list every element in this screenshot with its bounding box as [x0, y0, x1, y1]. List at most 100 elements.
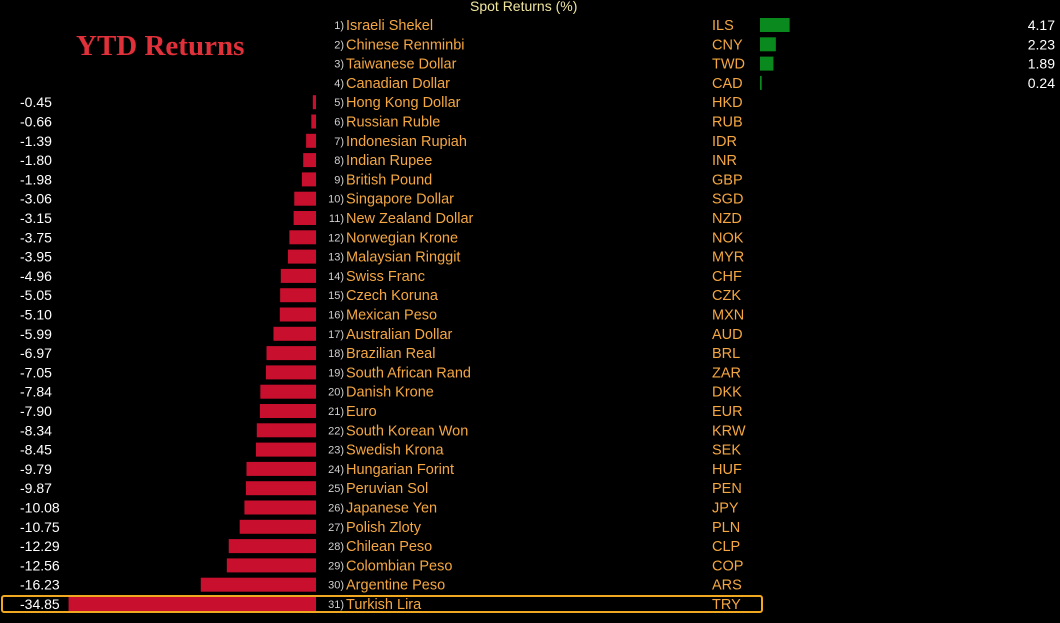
column-header: Spot Returns (%): [470, 0, 578, 14]
currency-name: Japanese Yen: [346, 501, 437, 517]
value-label: -7.90: [20, 403, 52, 419]
bar-pln: [239, 519, 316, 534]
currency-code: MXN: [712, 308, 744, 324]
bar-eur: [259, 404, 316, 418]
bar-clp: [228, 539, 316, 554]
currency-name: Turkish Lira: [346, 597, 422, 613]
value-label: -9.87: [20, 480, 52, 496]
currency-name: Argentine Peso: [346, 578, 445, 594]
currency-code: IDR: [712, 134, 737, 150]
chart-title: YTD Returns: [76, 30, 245, 62]
currency-name: Singapore Dollar: [346, 192, 454, 208]
currency-name: Indian Rupee: [346, 153, 432, 169]
value-label: -0.66: [20, 114, 52, 130]
currency-code: RUB: [712, 115, 743, 131]
value-label: -16.23: [20, 577, 60, 593]
currency-code: DKK: [712, 385, 742, 401]
rank-number: 26): [328, 503, 344, 515]
currency-name: Malaysian Ringgit: [346, 250, 460, 266]
rank-number: 1): [334, 20, 344, 32]
currency-code: EUR: [712, 404, 743, 420]
currency-name: Euro: [346, 404, 377, 420]
value-label: -12.56: [20, 557, 60, 573]
currency-code: BRL: [712, 346, 740, 362]
bar-myr: [287, 249, 316, 264]
value-label: -3.06: [20, 191, 52, 207]
rank-number: 29): [328, 560, 344, 572]
bar-krw: [256, 423, 316, 438]
bar-ils: [760, 18, 790, 32]
currency-code: HUF: [712, 462, 742, 478]
value-label: -3.15: [20, 210, 52, 226]
value-label: -9.79: [20, 461, 52, 477]
currency-code: SEK: [712, 443, 741, 459]
currency-name: British Pound: [346, 172, 432, 188]
value-label: -34.85: [20, 596, 60, 612]
rank-number: 19): [328, 367, 344, 379]
currency-code: TRY: [712, 597, 741, 613]
value-label: -3.95: [20, 249, 52, 265]
currency-name: Chilean Peso: [346, 539, 432, 555]
bar-idr: [306, 133, 316, 148]
currency-name: Taiwanese Dollar: [346, 57, 457, 73]
rank-number: 12): [328, 232, 344, 244]
highlight-box: [1, 595, 763, 613]
currency-code: ARS: [712, 578, 742, 594]
bar-inr: [303, 153, 316, 168]
rank-number: 22): [328, 425, 344, 437]
rank-number: 8): [334, 155, 344, 167]
rank-number: 17): [328, 329, 344, 341]
currency-name: Chinese Renminbi: [346, 37, 464, 53]
bar-hkd: [312, 95, 316, 110]
value-label: 1.89: [1028, 56, 1055, 72]
currency-code: JPY: [712, 501, 739, 517]
value-label: -7.84: [20, 384, 52, 400]
value-label: -10.75: [20, 519, 60, 535]
bar-zar: [265, 365, 316, 380]
currency-name: Canadian Dollar: [346, 76, 450, 92]
currency-code: TWD: [712, 57, 745, 73]
rank-number: 24): [328, 464, 344, 476]
currency-code: INR: [712, 153, 737, 169]
rank-number: 4): [334, 78, 344, 90]
currency-name: South African Rand: [346, 365, 471, 381]
currency-code: PEN: [712, 481, 742, 497]
currency-name: Norwegian Krone: [346, 230, 458, 246]
currency-name: Indonesian Rupiah: [346, 134, 467, 150]
rank-number: 23): [328, 445, 344, 457]
bar-gbp: [301, 172, 316, 187]
rank-number: 30): [328, 580, 344, 592]
currency-code: MYR: [712, 250, 744, 266]
value-label: -10.08: [20, 500, 60, 516]
rank-number: 9): [334, 174, 344, 186]
rank-number: 14): [328, 271, 344, 283]
currency-name: Brazilian Real: [346, 346, 435, 362]
value-label: -1.39: [20, 133, 52, 149]
value-label: 2.23: [1028, 36, 1055, 52]
rank-number: 3): [334, 59, 344, 71]
currency-name: New Zealand Dollar: [346, 211, 474, 227]
value-label: -5.10: [20, 307, 52, 323]
bar-aud: [273, 326, 316, 341]
currency-name: Russian Ruble: [346, 115, 440, 131]
value-label: -4.96: [20, 268, 52, 284]
currency-code: GBP: [712, 172, 743, 188]
currency-name: Danish Krone: [346, 385, 434, 401]
currency-code: NOK: [712, 230, 744, 246]
rank-number: 20): [328, 387, 344, 399]
currency-name: Swiss Franc: [346, 269, 425, 285]
bar-cop: [226, 558, 316, 573]
rank-number: 13): [328, 252, 344, 264]
value-label: -3.75: [20, 229, 52, 245]
currency-name: Australian Dollar: [346, 327, 453, 343]
bar-sgd: [294, 191, 316, 206]
currency-name: Czech Koruna: [346, 288, 439, 304]
value-label: -0.45: [20, 94, 52, 110]
rank-number: 5): [334, 97, 344, 109]
currency-name: Israeli Shekel: [346, 18, 433, 34]
currency-code: AUD: [712, 327, 743, 343]
currency-code: COP: [712, 558, 743, 574]
currency-name: Polish Zloty: [346, 520, 422, 536]
currency-code: KRW: [712, 423, 746, 439]
value-label: -12.29: [20, 538, 60, 554]
